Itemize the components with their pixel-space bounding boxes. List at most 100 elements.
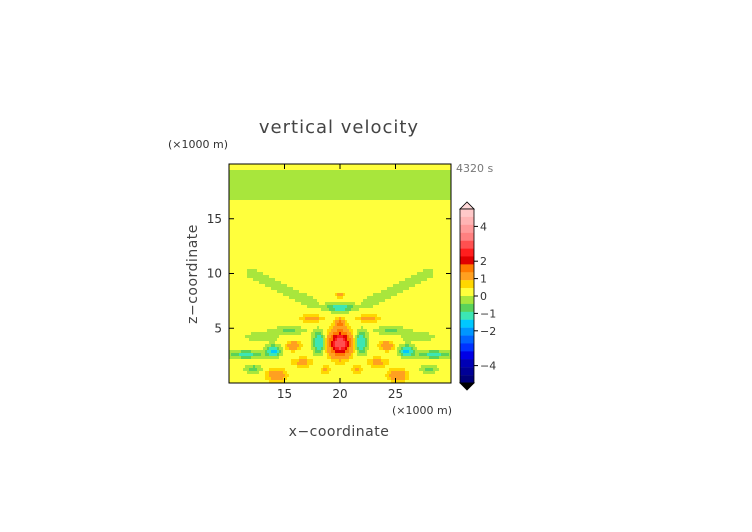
heatmap-cell <box>373 179 376 183</box>
heatmap-cell <box>401 170 404 174</box>
heatmap-cell <box>269 281 272 285</box>
heatmap-cell <box>407 245 410 249</box>
heatmap-cell <box>273 266 276 270</box>
heatmap-cell <box>419 257 422 261</box>
heatmap-cell <box>377 275 380 279</box>
heatmap-cell <box>375 248 378 252</box>
heatmap-cell <box>297 248 300 252</box>
heatmap-cell <box>239 281 242 285</box>
heatmap-cell <box>361 179 364 183</box>
heatmap-cell <box>303 290 306 294</box>
heatmap-cell <box>375 212 378 216</box>
heatmap-cell <box>379 215 382 219</box>
heatmap-cell <box>427 194 430 198</box>
heatmap-cell <box>287 170 290 174</box>
heatmap-cell <box>329 167 332 171</box>
heatmap-cell <box>305 218 308 222</box>
heatmap-cell <box>353 227 356 231</box>
heatmap-cell <box>319 272 322 276</box>
heatmap-cell <box>327 188 330 192</box>
heatmap-cell <box>377 239 380 243</box>
heatmap-cell <box>427 278 430 282</box>
heatmap-cell <box>369 194 372 198</box>
heatmap-cell <box>299 215 302 219</box>
heatmap-cell <box>355 221 358 225</box>
heatmap-cell <box>339 197 342 201</box>
heatmap-cell <box>239 248 242 252</box>
heatmap-cell <box>281 266 284 270</box>
heatmap-cell <box>361 245 364 249</box>
heatmap-cell <box>301 176 304 180</box>
heatmap-cell <box>263 185 266 189</box>
heatmap-cell <box>323 284 326 288</box>
heatmap-cell <box>285 197 288 201</box>
heatmap-cell <box>387 233 390 237</box>
heatmap-cell <box>239 287 242 291</box>
heatmap-cell <box>361 242 364 246</box>
heatmap-cell <box>229 257 232 261</box>
heatmap-cell <box>351 221 354 225</box>
heatmap-cell <box>357 254 360 258</box>
heatmap-cell <box>239 221 242 225</box>
heatmap-cell <box>399 212 402 216</box>
heatmap-cell <box>339 206 342 210</box>
heatmap-cell <box>299 254 302 258</box>
heatmap-cell <box>259 242 262 246</box>
heatmap-cell <box>433 293 436 297</box>
heatmap-cell <box>273 215 276 219</box>
heatmap-cell <box>247 179 250 183</box>
heatmap-cell <box>329 287 332 291</box>
heatmap-cell <box>391 212 394 216</box>
heatmap-cell <box>335 260 338 264</box>
heatmap-cell <box>409 191 412 195</box>
heatmap-cell <box>273 236 276 240</box>
heatmap-cell <box>295 173 298 177</box>
heatmap-cell <box>289 203 292 207</box>
heatmap-cell <box>369 293 372 297</box>
heatmap-cell <box>313 281 316 285</box>
heatmap-cell <box>395 257 398 261</box>
heatmap-cell <box>437 257 440 261</box>
heatmap-cell <box>395 170 398 174</box>
heatmap-cell <box>353 251 356 255</box>
heatmap-cell <box>387 245 390 249</box>
heatmap-cell <box>277 272 280 276</box>
heatmap-cell <box>261 218 264 222</box>
heatmap-cell <box>273 245 276 249</box>
heatmap-cell <box>435 260 438 264</box>
heatmap-cell <box>253 185 256 189</box>
heatmap-cell <box>413 197 416 201</box>
heatmap-cell <box>433 245 436 249</box>
heatmap-cell <box>237 224 240 228</box>
heatmap-cell <box>289 191 292 195</box>
heatmap-cell <box>359 215 362 219</box>
heatmap-cell <box>367 281 370 285</box>
heatmap-cell <box>411 206 414 210</box>
heatmap-cell <box>439 164 442 168</box>
heatmap-cell <box>423 233 426 237</box>
heatmap-cell <box>425 260 428 264</box>
heatmap-cell <box>283 239 286 243</box>
heatmap-cell <box>255 218 258 222</box>
heatmap-cell <box>333 209 336 213</box>
heatmap-cell <box>295 239 298 243</box>
heatmap-cell <box>305 176 308 180</box>
heatmap-cell <box>371 269 374 273</box>
heatmap-cell <box>315 224 318 228</box>
heatmap-cell <box>435 242 438 246</box>
heatmap-cell <box>371 257 374 261</box>
heatmap-cell <box>273 200 276 204</box>
heatmap-cell <box>255 251 258 255</box>
heatmap-cell <box>431 293 434 297</box>
heatmap-cell <box>447 227 450 231</box>
heatmap-cell <box>247 224 250 228</box>
heatmap-cell <box>229 251 232 255</box>
heatmap-cell <box>273 212 276 216</box>
heatmap-cell <box>395 200 398 204</box>
heatmap-cell <box>293 278 296 282</box>
heatmap-cell <box>259 275 262 279</box>
heatmap-cell <box>281 218 284 222</box>
heatmap-cell <box>357 263 360 267</box>
heatmap-cell <box>347 236 350 240</box>
heatmap-cell <box>385 239 388 243</box>
